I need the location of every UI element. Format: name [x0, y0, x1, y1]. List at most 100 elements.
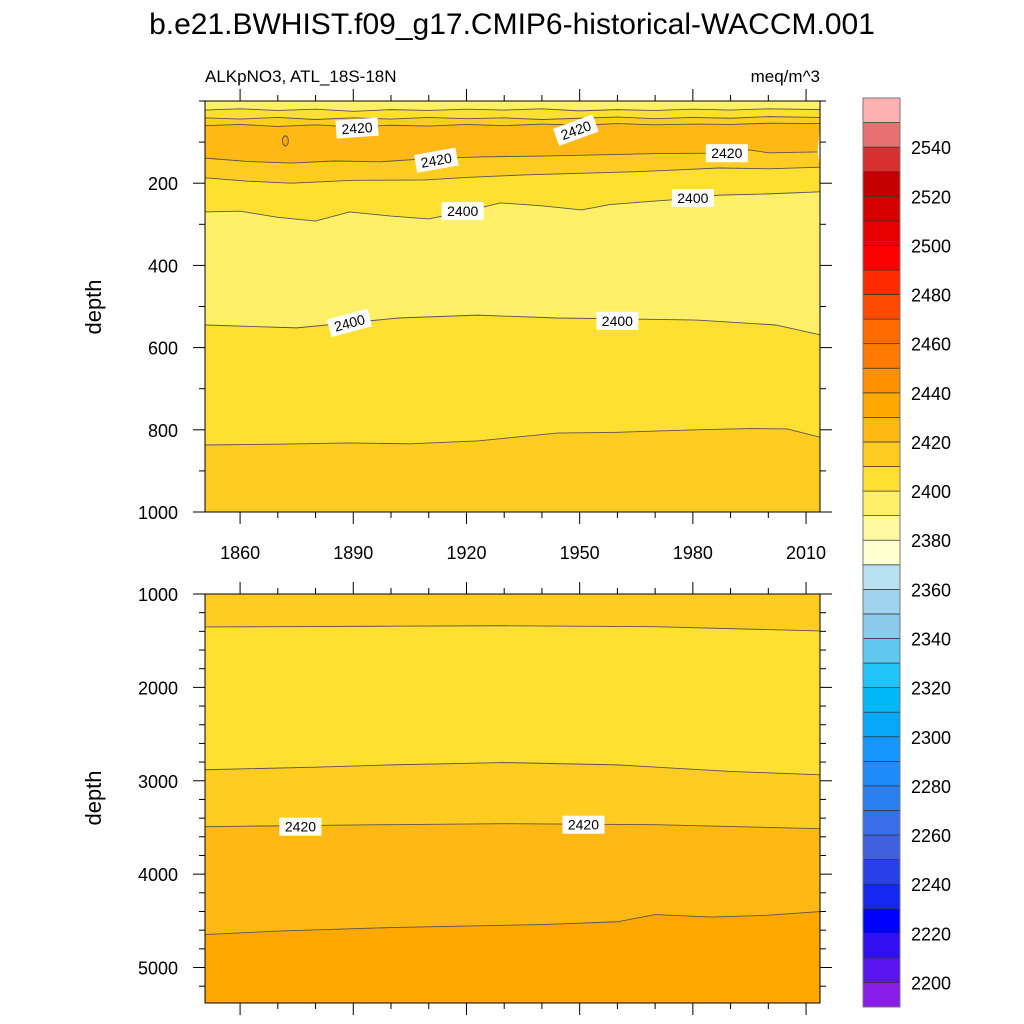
contour-label-box	[279, 817, 322, 836]
colorbar-box	[862, 515, 901, 541]
colorbar-box	[862, 760, 901, 787]
contour-label-text: 2400	[602, 313, 633, 329]
colorbar-tick-label: 2420	[911, 433, 951, 453]
contour-label-box	[562, 815, 605, 834]
contour-band-2410	[205, 594, 820, 632]
y-tick-label: 600	[148, 339, 178, 359]
y-tick-label: 3000	[138, 772, 178, 792]
contour-label-box	[705, 144, 748, 163]
contour-line-2410	[205, 116, 820, 120]
contour-label-text: 2420	[285, 819, 316, 835]
contour-label: 2400	[671, 188, 714, 207]
colorbar-box	[862, 638, 901, 664]
panel-deep-ocean: 2420 2420 1000 2000 3000 4000 5000	[138, 582, 832, 1015]
x-tick-label: 1860	[220, 543, 260, 563]
y-tick-label: 5000	[138, 959, 178, 979]
colorbar-tick-label: 2400	[911, 482, 951, 502]
colorbar-box	[862, 417, 901, 443]
colorbar-box	[862, 859, 901, 885]
y-tick-label: 1000	[138, 585, 178, 605]
x-tick-label: 2010	[786, 543, 826, 563]
colorbar-box	[862, 146, 901, 173]
x-tick-label: 1920	[446, 543, 486, 563]
contour-label-box	[553, 114, 599, 146]
contour-line-2400	[205, 108, 820, 112]
contour-label-box	[414, 147, 459, 173]
contour-label-box	[335, 117, 379, 139]
colorbar-box	[862, 195, 901, 222]
y-tick-label: 400	[148, 256, 178, 276]
colorbar-tick-label: 2480	[911, 286, 951, 306]
colorbar-tick-label: 2220	[911, 924, 951, 944]
colorbar-tick-label: 2280	[911, 777, 951, 797]
contour-band-2400	[205, 625, 820, 776]
colorbar: 2200 2220 2240 2260 2280 2300 2320 2340 2360 2380…	[862, 97, 951, 1008]
colorbar-box	[862, 466, 901, 492]
contour-label-text: 2400	[447, 203, 478, 219]
contour-line-2430	[205, 911, 820, 936]
colorbar-box	[862, 834, 901, 860]
colorbar-tick-label: 2260	[911, 826, 951, 846]
colorbar-box	[862, 171, 901, 197]
contour-label: 2420	[562, 815, 605, 834]
colorbar-box	[862, 932, 901, 959]
colorbar-box	[862, 687, 901, 713]
contour-fills: 2420 2420	[205, 594, 820, 1003]
colorbar-box	[862, 441, 901, 467]
contour-line-2410	[205, 625, 820, 632]
panels: 2420 2420 2420 2420 2400 2400 2400 2400 1860 1890…	[138, 89, 832, 1015]
colorbar-box	[862, 662, 901, 688]
contour-label-text: 2420	[568, 817, 599, 833]
contour-band-2390	[205, 101, 820, 112]
y-tick-label: 1000	[138, 503, 178, 523]
contour-line-2410	[205, 762, 820, 776]
colorbar-box	[862, 220, 901, 246]
y-tick-label: 2000	[138, 678, 178, 698]
contour-label: 2420	[705, 144, 748, 163]
contour-label-text: 2400	[677, 190, 708, 206]
contour-label-box	[671, 188, 714, 207]
right-subtitle-units: meq/m^3	[751, 67, 820, 86]
y-tick-label: 4000	[138, 865, 178, 885]
contour-label-box	[596, 311, 639, 330]
colorbar-box	[862, 294, 901, 320]
colorbar-box	[862, 613, 901, 639]
bottom-panel-ylabel: depth	[81, 770, 106, 825]
left-subtitle: ALKpNO3, ATL_18S-18N	[205, 67, 397, 86]
chart-title: b.e21.BWHIST.f09_g17.CMIP6-historical-WA…	[149, 8, 875, 41]
colorbar-box	[862, 490, 901, 516]
colorbar-frame	[862, 97, 901, 1008]
x-tick-label: 1980	[673, 543, 713, 563]
contour-line-2410	[205, 428, 820, 446]
contour-line-2420	[205, 122, 820, 128]
contour-label-text: 2420	[341, 119, 373, 137]
plot-frame	[204, 593, 821, 1004]
contour-label-text: 2420	[420, 150, 454, 171]
colorbar-box	[862, 711, 901, 738]
colorbar-tick-label: 2520	[911, 187, 951, 207]
colorbar-tick-label: 2320	[911, 679, 951, 699]
contour-label: 2400	[441, 202, 484, 221]
colorbar-tick-label: 2380	[911, 531, 951, 551]
colorbar-box	[862, 318, 901, 345]
colorbar-box	[862, 810, 901, 836]
colorbar-tick-label: 2540	[911, 138, 951, 158]
colorbar-box	[862, 269, 901, 295]
x-tick-label: 1890	[333, 543, 373, 563]
colorbar-tick-label: 2340	[911, 629, 951, 649]
colorbar-tick-label: 2460	[911, 335, 951, 355]
colorbar-box	[862, 982, 901, 1008]
y-tick-label: 200	[148, 174, 178, 194]
contour-line-2410	[205, 166, 820, 184]
contour-band-2400	[205, 314, 820, 446]
colorbar-box	[862, 245, 901, 271]
colorbar-box	[862, 343, 901, 369]
x-tick-label: 1950	[560, 543, 600, 563]
colorbar-box	[862, 539, 901, 566]
y-tick-label: 800	[148, 421, 178, 441]
contour-label-box	[326, 308, 373, 338]
colorbar-box	[862, 564, 901, 590]
